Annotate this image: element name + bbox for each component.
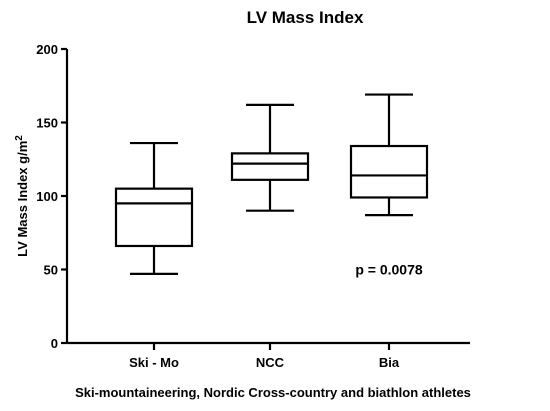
- box-2: [349, 144, 429, 199]
- y-tick-label-200: 200: [36, 42, 58, 57]
- y-tick-label-50: 50: [44, 263, 58, 278]
- box-1: [230, 152, 310, 181]
- x-tick-label-1: NCC: [256, 355, 285, 370]
- box-group-1: [230, 103, 310, 212]
- box-0: [114, 187, 194, 248]
- axes: [61, 47, 470, 350]
- box-group-2: [349, 93, 429, 217]
- y-axis-label-text: LV Mass Index g/m: [15, 141, 30, 257]
- y-axis-label-superscript: 2: [14, 135, 25, 141]
- y-tick-label-150: 150: [36, 116, 58, 131]
- box-group-0: [114, 141, 194, 276]
- axis-tick-labels: 0 50 100 150 200 Ski - Mo NCC Bia p = 0.0078: [36, 42, 423, 370]
- y-tick-label-0: 0: [51, 336, 58, 351]
- annotation-0: p = 0.0078: [355, 262, 423, 278]
- box-series: [114, 93, 429, 276]
- y-axis-label: LV Mass Index g/m2: [14, 135, 31, 257]
- y-tick-label-100: 100: [36, 189, 58, 204]
- x-tick-label-2: Bia: [379, 355, 400, 370]
- x-tick-label-0: Ski - Mo: [129, 355, 179, 370]
- x-axis-label: Ski-mountaineering, Nordic Cross-country…: [75, 385, 471, 400]
- chart-title: LV Mass Index: [247, 8, 364, 27]
